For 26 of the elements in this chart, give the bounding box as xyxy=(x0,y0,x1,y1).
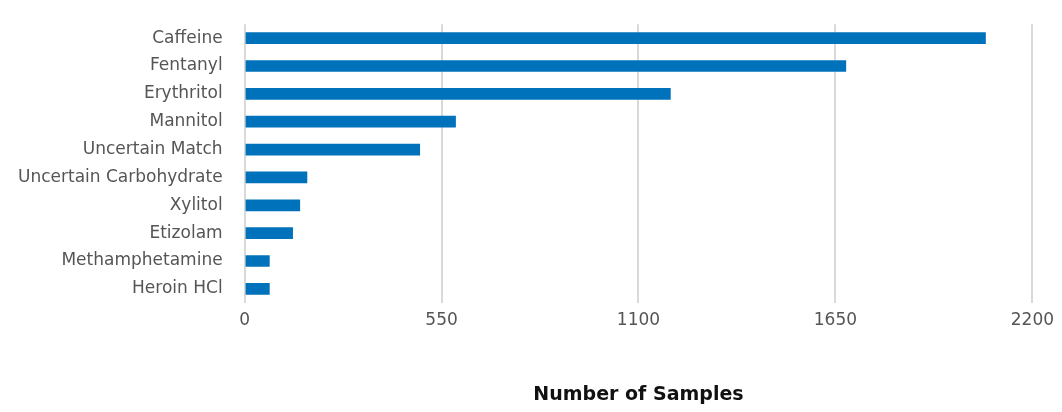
y-tick-label: Erythritol xyxy=(143,82,223,103)
x-tick-label: 550 xyxy=(425,309,458,330)
y-tick-label: Uncertain Carbohydrate xyxy=(18,165,223,186)
bar xyxy=(245,199,301,212)
y-tick-label: Caffeine xyxy=(152,26,223,47)
y-tick-label: Heroin HCl xyxy=(132,277,223,298)
bar xyxy=(245,283,270,295)
bar xyxy=(245,255,270,267)
x-tick-label: 2200 xyxy=(1010,309,1054,330)
y-tick-label: Uncertain Match xyxy=(82,137,223,158)
bar xyxy=(245,115,456,128)
x-tick-label: 1100 xyxy=(616,309,661,330)
x-tick-label: 0 xyxy=(239,309,251,330)
y-tick-label: Etizolam xyxy=(149,221,223,242)
bar xyxy=(245,171,308,184)
x-axis-title: Number of Samples xyxy=(533,381,744,404)
x-tick-label: 1650 xyxy=(813,309,858,330)
bar xyxy=(245,60,847,72)
bar xyxy=(245,88,671,100)
bar xyxy=(245,32,986,44)
y-tick-label: Fentanyl xyxy=(149,54,223,75)
bar xyxy=(245,227,293,239)
y-tick-label: Mannitol xyxy=(149,110,223,131)
y-tick-label: Methamphetamine xyxy=(61,249,223,270)
y-tick-label: Xylitol xyxy=(169,193,223,214)
bar xyxy=(245,143,421,156)
